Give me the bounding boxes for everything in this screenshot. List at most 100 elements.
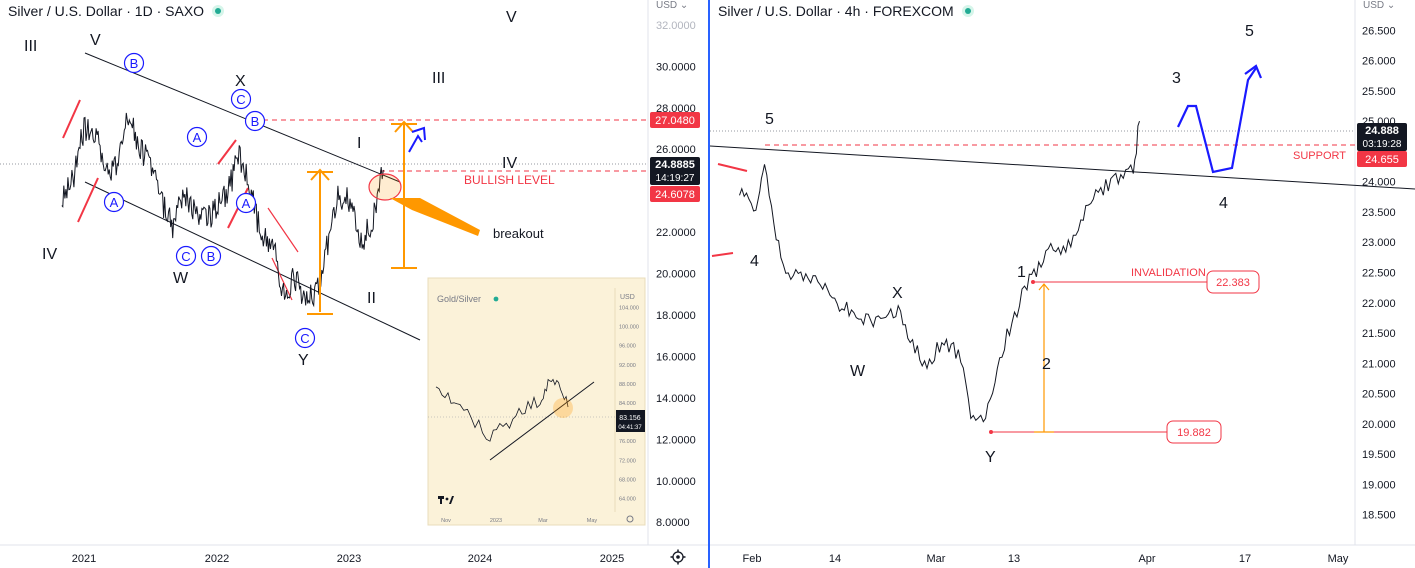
x-tick-label: 2023 [337, 553, 361, 565]
wave-label: II [367, 290, 376, 307]
live-status-icon [212, 5, 225, 17]
inset-trendline [489, 381, 595, 461]
y-tick-label: 24.000 [1362, 177, 1396, 189]
circled-wave-label: A [235, 192, 257, 214]
svg-text:A: A [242, 196, 251, 211]
y-tick-label: 20.000 [1362, 419, 1396, 431]
wave-label: 5 [1245, 23, 1254, 40]
left-chart-svg[interactable]: 32.000030.000028.000026.000024.000022.00… [0, 0, 708, 568]
red-trendline [217, 139, 237, 165]
y-tick-label: 20.500 [1362, 389, 1396, 401]
y-tick-label: 14.0000 [656, 393, 696, 405]
y-tick-label: 18.500 [1362, 510, 1396, 522]
x-tick-label: 14 [829, 553, 841, 565]
wave-label: V [506, 9, 517, 26]
x-tick-label: 17 [1239, 553, 1251, 565]
wave-label: Y [985, 449, 996, 466]
inset-currency: USD [620, 294, 635, 301]
wave-label: 5 [765, 111, 774, 128]
y-tick-label: 18.0000 [656, 310, 696, 322]
wave-label: 1 [1017, 264, 1026, 281]
right-chart-svg[interactable]: 26.50026.00025.50025.00024.50024.00023.5… [710, 0, 1415, 568]
y-tick-label: 22.0000 [656, 227, 696, 239]
inset-title: Gold/Silver [437, 294, 481, 304]
tradingview-logo-icon [438, 496, 454, 504]
y-tick-label: 26.000 [1362, 56, 1396, 68]
inset-y-tick-label: 72.000 [619, 458, 636, 464]
gold-silver-inset: Gold/Silver USD 104.000 100.000 96.000 92.0… [427, 277, 646, 526]
right-price-labels: 24.888 03:19:28 24.655 [1357, 123, 1407, 167]
x-tick-label: May [1328, 553, 1349, 565]
orange-measurement [1034, 283, 1054, 433]
price-tag-text: 24.8885 [655, 159, 695, 171]
y-tick-label: 26.0000 [656, 144, 696, 156]
y-tick-label: 32.0000 [656, 20, 696, 32]
price-tag-text: 24.655 [1365, 154, 1399, 166]
breakout-circle [368, 173, 402, 201]
wave-label: W [173, 270, 189, 287]
left-wave-labels: III V IV W Y X I II III IV V [24, 9, 517, 369]
right-y-ticks: 26.50026.00025.50025.00024.50024.00023.5… [1362, 25, 1396, 521]
left-x-ticks: 2021 2022 2023 2024 2025 [72, 553, 624, 565]
red-wedge-line [267, 207, 299, 253]
inset-background [427, 277, 646, 526]
price-tag-text: 27.0480 [655, 115, 695, 127]
y-tick-label: 30.0000 [656, 61, 696, 73]
panel-divider[interactable] [708, 0, 710, 568]
gear-icon[interactable] [670, 549, 686, 565]
right-x-ticks: Feb 14 Mar 13 Apr 17 May [743, 553, 1349, 565]
invalidation-price-box [1206, 270, 1260, 294]
left-chart-panel[interactable]: 32.000030.000028.000026.000024.000022.00… [0, 0, 708, 568]
wave-label: IV [502, 155, 517, 172]
inset-countdown-text: 04:41:37 [618, 425, 642, 431]
svg-text:C: C [181, 249, 190, 264]
inset-x-tick-label: Mar [538, 518, 548, 524]
circled-wave-label: B [244, 110, 266, 132]
left-price-path [61, 112, 384, 308]
right-chart-panel[interactable]: 26.50026.00025.50025.00024.50024.00023.5… [710, 0, 1415, 568]
blue-projection-path [1177, 67, 1257, 174]
inset-y-tick-label: 96.000 [619, 344, 636, 350]
inset-y-tick-label: 68.000 [619, 477, 636, 483]
blue-arrow-head-icon [1244, 64, 1263, 79]
price-tag-text: 24.6078 [655, 189, 695, 201]
wave-label: 2 [1042, 356, 1051, 373]
inset-y-tick-label: 100.000 [619, 325, 639, 331]
right-price-path [739, 120, 1140, 423]
wave-label: W [850, 363, 866, 380]
svg-text:B: B [130, 56, 139, 71]
bullish-level-label: BULLISH LEVEL [464, 173, 555, 187]
x-tick-label: Feb [743, 553, 762, 565]
wave-label: X [892, 285, 903, 302]
invalidation-price-text: 22.383 [1216, 277, 1250, 289]
circled-wave-label: C [230, 88, 252, 110]
left-currency-selector[interactable]: USD ⌄ [656, 0, 689, 11]
x-tick-label: Mar [927, 553, 946, 565]
inset-y-tick-label: 88.000 [619, 382, 636, 388]
right-chart-title: Silver / U.S. Dollar · 4h · FOREXCOM [718, 3, 974, 19]
x-tick-label: 2025 [600, 553, 624, 565]
y-tick-label: 23.000 [1362, 237, 1396, 249]
svg-text:A: A [110, 195, 119, 210]
wave-label: III [432, 70, 445, 87]
wave-label: 4 [1219, 195, 1228, 212]
right-trendline [710, 145, 1415, 190]
inset-x-tick-label: May [587, 518, 598, 524]
y-tick-label: 16.0000 [656, 351, 696, 363]
y-tick-label: 12.0000 [656, 434, 696, 446]
live-status-icon [961, 5, 974, 17]
inset-y-tick-label: 92.000 [619, 363, 636, 369]
right-title-text: Silver / U.S. Dollar · 4h · FOREXCOM [718, 3, 954, 19]
svg-text:C: C [236, 92, 245, 107]
red-marker-line [717, 163, 748, 172]
orange-measured-move [307, 120, 417, 315]
circled-wave-label: C [175, 245, 197, 267]
invalidation-label: INVALIDATION [1131, 267, 1206, 279]
breakout-arrow-icon [390, 198, 480, 236]
right-currency-selector[interactable]: USD ⌄ [1363, 0, 1396, 11]
red-marker-line [711, 252, 734, 257]
support-label: SUPPORT [1293, 150, 1346, 162]
price-tag-last [650, 157, 700, 185]
price-tag-last [1357, 123, 1407, 151]
svg-text:B: B [251, 114, 260, 129]
